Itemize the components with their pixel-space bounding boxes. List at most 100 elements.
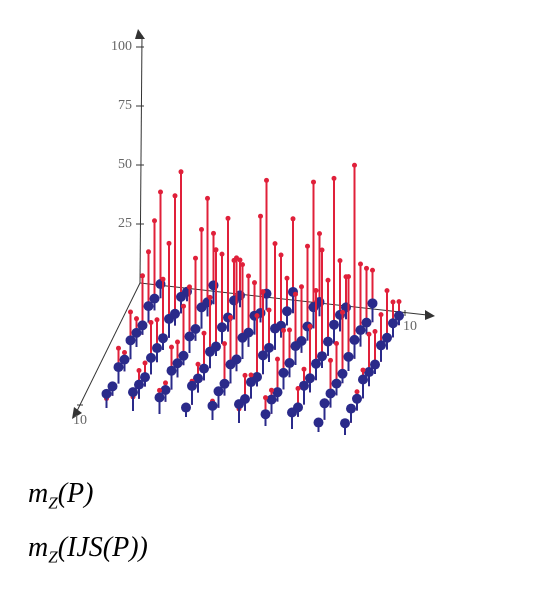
point xyxy=(172,358,183,369)
point xyxy=(329,319,339,330)
axis-arrow xyxy=(425,310,435,320)
point xyxy=(311,179,316,185)
y-tick-label: 10 xyxy=(73,413,87,428)
point xyxy=(301,366,307,372)
point xyxy=(152,218,157,224)
point xyxy=(317,231,322,237)
point xyxy=(193,373,203,384)
point xyxy=(354,389,360,395)
point xyxy=(313,417,324,428)
point xyxy=(154,392,165,403)
point xyxy=(136,367,142,373)
point xyxy=(287,327,292,333)
point xyxy=(107,381,118,392)
point xyxy=(158,189,163,195)
point xyxy=(178,350,189,361)
axis-line xyxy=(139,34,143,284)
point xyxy=(358,261,363,267)
caption-arg: (IJS(P)) xyxy=(57,532,148,563)
point xyxy=(311,358,321,369)
point xyxy=(254,313,260,319)
point xyxy=(181,303,186,309)
point xyxy=(331,175,337,181)
axis-arrow xyxy=(72,407,82,419)
point xyxy=(258,213,263,219)
point xyxy=(358,374,368,385)
point xyxy=(355,325,366,336)
chart: 25 50 75 100 10 10 xyxy=(72,29,435,435)
point xyxy=(166,240,172,246)
point xyxy=(305,243,310,249)
point xyxy=(396,299,402,305)
point xyxy=(125,335,136,346)
point xyxy=(234,255,239,261)
caption: mZ(IJS(P)) xyxy=(28,532,148,568)
z-tick-label: 100 xyxy=(111,39,132,54)
point xyxy=(205,195,210,201)
point xyxy=(346,403,356,414)
point xyxy=(269,387,274,393)
point xyxy=(134,379,144,390)
axis-arrow xyxy=(135,29,145,39)
point xyxy=(352,162,357,168)
point xyxy=(196,302,207,313)
point xyxy=(234,399,244,410)
point xyxy=(140,273,145,279)
point xyxy=(278,367,289,378)
point xyxy=(158,333,168,344)
point xyxy=(101,388,112,399)
axis-line xyxy=(75,282,141,414)
point xyxy=(199,226,204,232)
point xyxy=(217,322,227,333)
point xyxy=(205,346,215,357)
point xyxy=(361,317,372,328)
point xyxy=(284,275,290,281)
point xyxy=(148,319,154,325)
point xyxy=(284,358,295,369)
point xyxy=(160,276,166,282)
point xyxy=(378,312,384,318)
caption-base: m xyxy=(28,532,49,563)
z-tick-label: 25 xyxy=(118,216,132,231)
point xyxy=(160,385,171,395)
point xyxy=(287,407,297,418)
point xyxy=(143,301,154,312)
z-tick-label: 50 xyxy=(118,157,132,172)
point xyxy=(237,332,248,343)
point xyxy=(323,336,333,347)
point xyxy=(128,309,133,315)
point xyxy=(334,340,339,346)
x-tick-label: 10 xyxy=(403,319,417,334)
point xyxy=(343,351,354,362)
point xyxy=(313,288,319,294)
point xyxy=(119,354,130,365)
caption-sub: Z xyxy=(48,493,58,513)
point xyxy=(163,380,168,386)
point xyxy=(272,241,278,247)
point xyxy=(272,387,283,398)
point xyxy=(275,356,280,362)
point xyxy=(240,262,245,268)
point xyxy=(142,360,148,366)
point xyxy=(270,323,280,334)
point xyxy=(201,330,207,336)
point xyxy=(199,363,209,374)
point xyxy=(319,398,330,409)
point xyxy=(184,331,195,342)
point xyxy=(219,251,225,257)
caption-arg: (P) xyxy=(57,478,94,509)
point xyxy=(340,418,350,429)
point xyxy=(364,265,369,271)
point xyxy=(149,293,160,304)
point xyxy=(213,386,224,397)
point xyxy=(388,318,398,329)
point xyxy=(366,331,372,337)
point xyxy=(128,387,138,398)
point xyxy=(307,323,313,329)
point xyxy=(131,327,142,338)
point xyxy=(266,394,277,405)
point xyxy=(319,247,325,253)
point xyxy=(122,350,127,356)
point xyxy=(260,409,271,420)
